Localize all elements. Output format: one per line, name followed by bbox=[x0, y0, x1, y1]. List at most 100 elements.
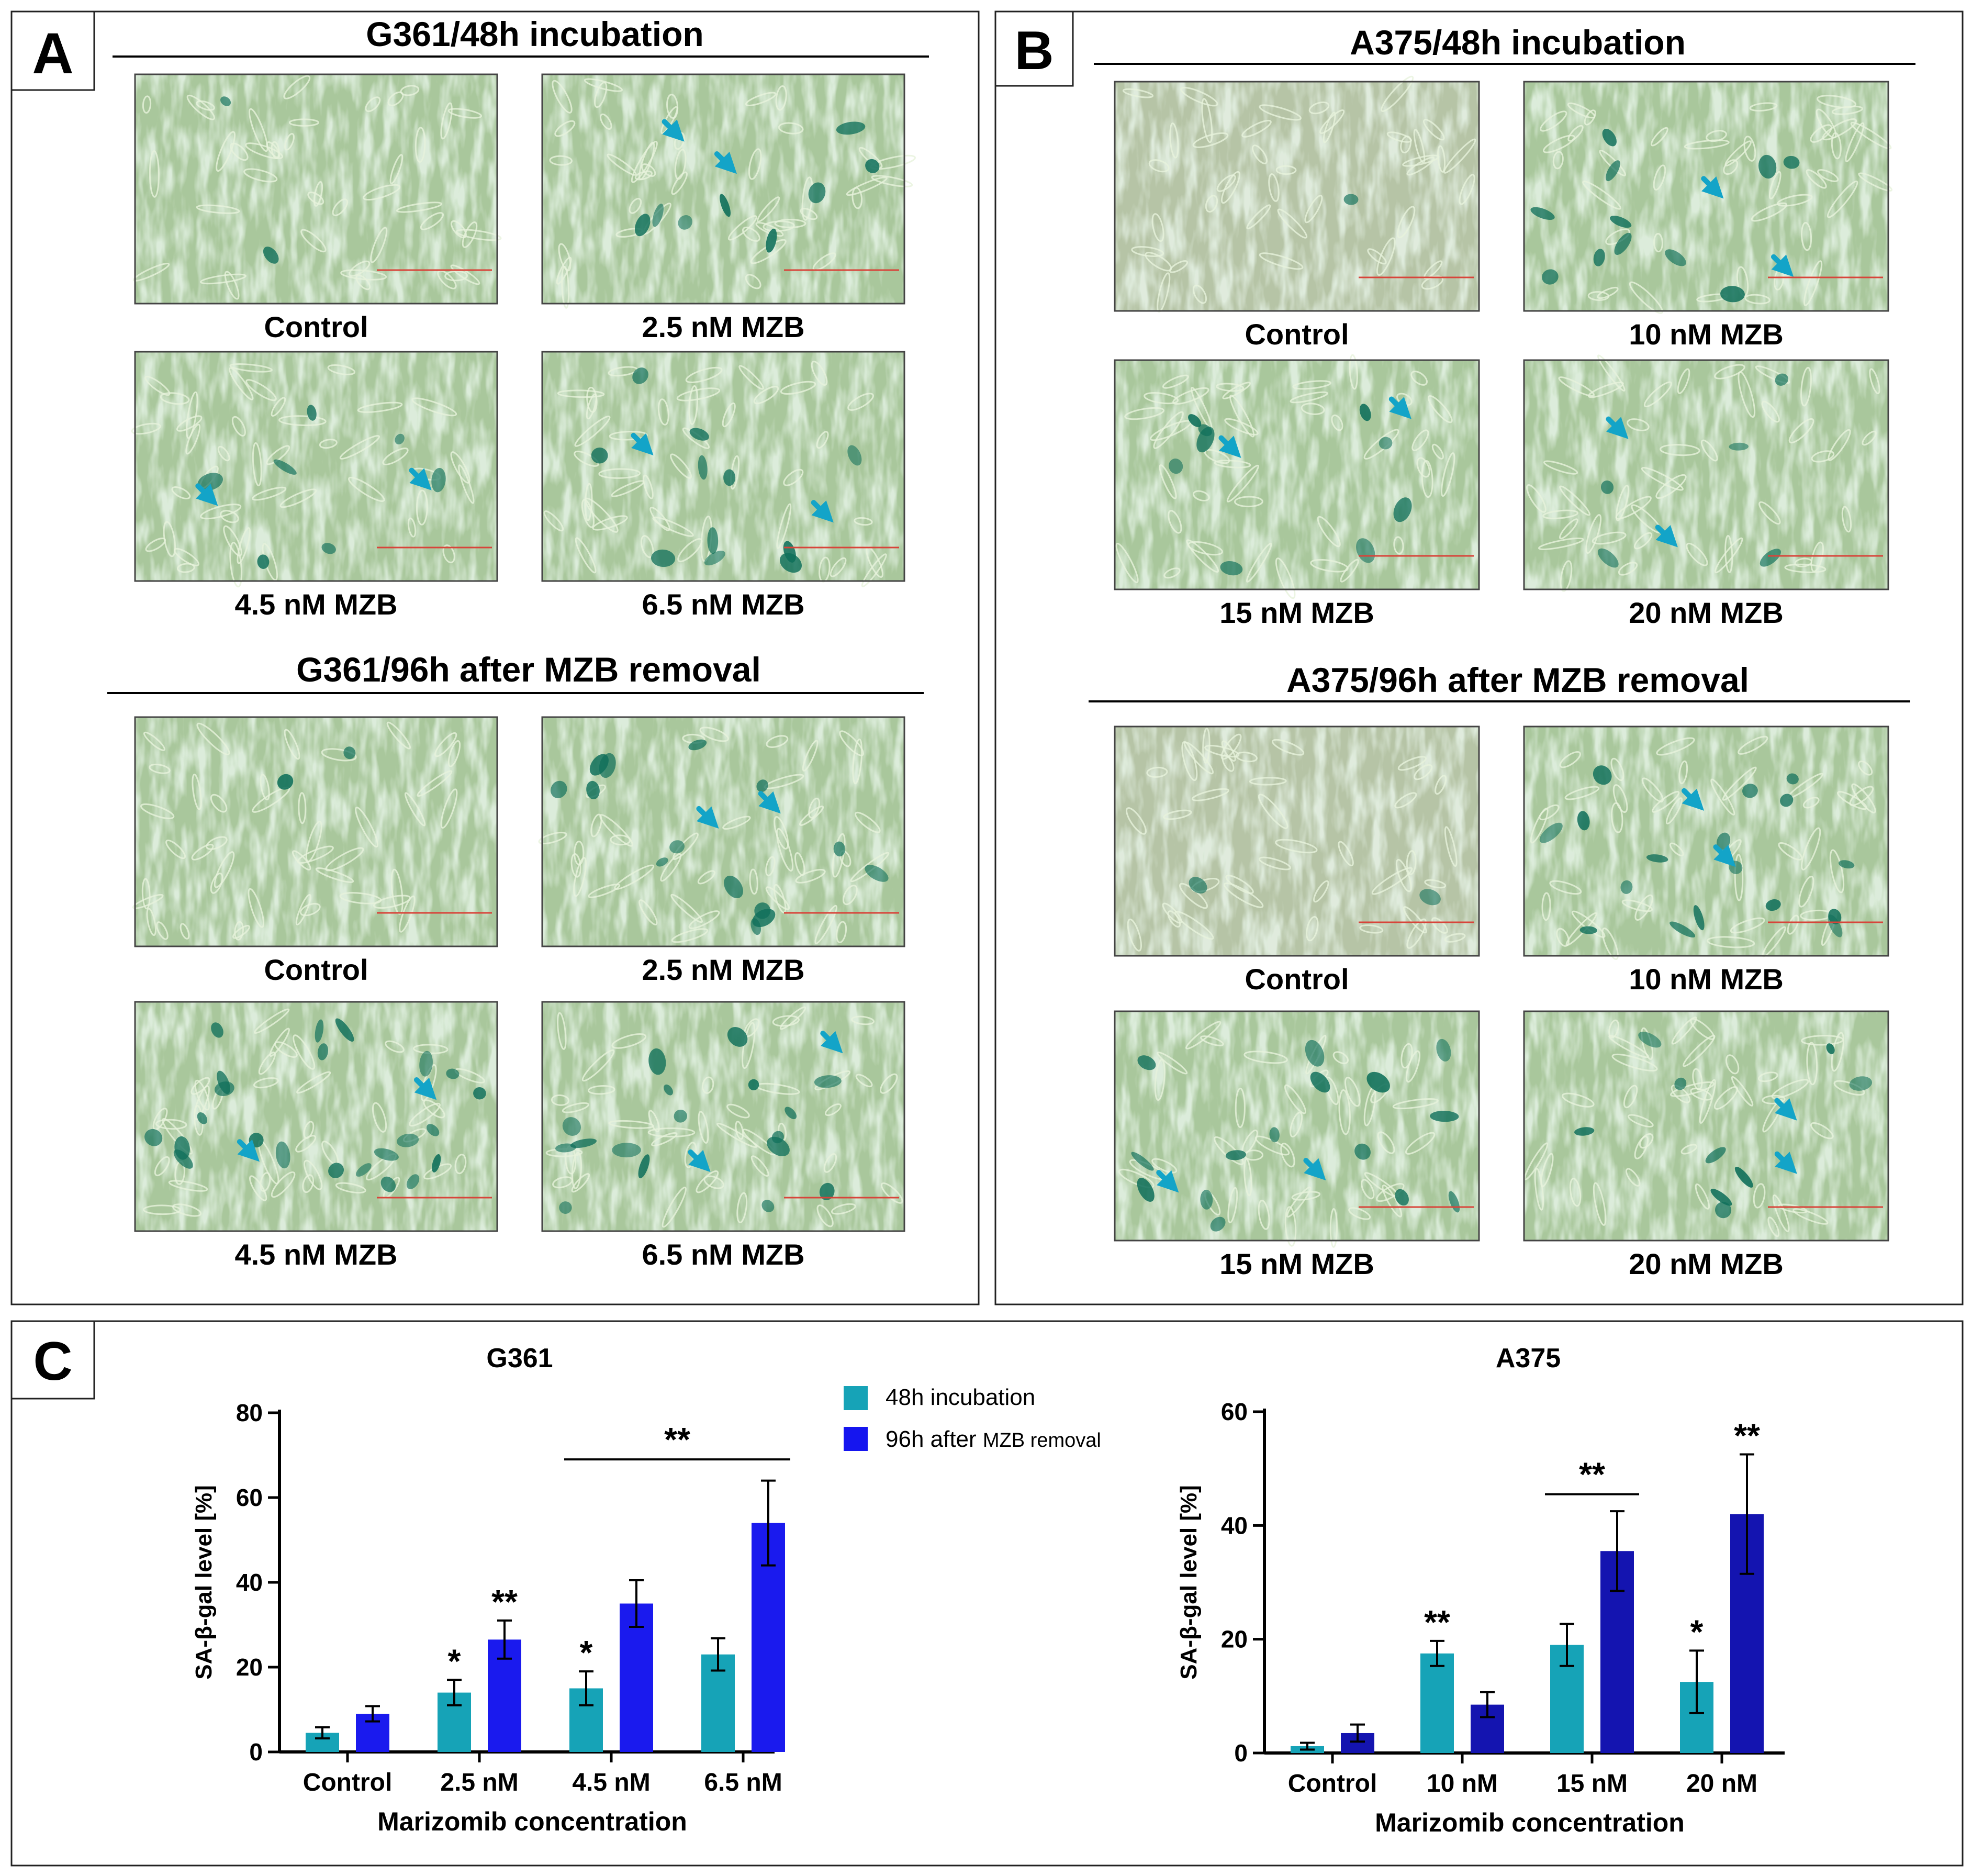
cell-outline bbox=[649, 507, 670, 531]
cell-outline bbox=[1700, 439, 1718, 462]
cell-outline bbox=[1801, 221, 1812, 251]
stained-cell bbox=[1189, 877, 1207, 894]
cell-outline bbox=[757, 196, 780, 222]
micrograph-b-2-3: 15 nM MZB bbox=[1114, 1010, 1480, 1280]
cell-outline bbox=[808, 797, 821, 819]
stained-cell bbox=[257, 554, 270, 569]
stained-cell bbox=[1715, 1202, 1732, 1219]
cell-outline bbox=[143, 731, 165, 751]
stained-cell bbox=[1169, 459, 1183, 474]
stained-cell bbox=[321, 543, 336, 554]
cell-outline bbox=[444, 270, 468, 282]
stained-cell bbox=[724, 876, 743, 899]
pointer-arrow-icon bbox=[696, 806, 719, 829]
cell-outline bbox=[608, 1120, 654, 1129]
stained-cell bbox=[275, 1141, 290, 1169]
stained-cell bbox=[1354, 1143, 1371, 1160]
cell-outline bbox=[1313, 880, 1329, 903]
cell-outline bbox=[1542, 509, 1578, 519]
cell-outline bbox=[1146, 766, 1168, 778]
cell-outline bbox=[1656, 737, 1695, 756]
cell-outline bbox=[1338, 1089, 1351, 1135]
cell-outline bbox=[1131, 246, 1164, 257]
pointer-arrow-icon bbox=[1388, 396, 1411, 419]
cell-outline bbox=[1393, 536, 1404, 555]
cell-outline bbox=[1234, 496, 1263, 508]
panel-b-section-2-title: A375/96h after MZB removal bbox=[1286, 661, 1749, 699]
stained-cell bbox=[1638, 1032, 1662, 1048]
cell-outline bbox=[1725, 1054, 1740, 1075]
cell-outline bbox=[417, 770, 453, 797]
cell-outline bbox=[1284, 1206, 1297, 1247]
x-axis-label: Marizomib concentration bbox=[377, 1807, 687, 1836]
cell-outline bbox=[671, 171, 688, 195]
cell-outline bbox=[1811, 450, 1835, 463]
cell-outline bbox=[1625, 1168, 1641, 1187]
micrograph-a-2-2: 2.5 nM MZB bbox=[538, 716, 905, 986]
x-tick-label: 4.5 nM bbox=[572, 1769, 650, 1796]
cell-outline bbox=[652, 516, 694, 537]
cell-outline bbox=[284, 133, 295, 151]
stained-cell bbox=[847, 445, 862, 466]
cell-outline bbox=[1162, 374, 1189, 389]
pointer-arrow-icon bbox=[758, 791, 781, 814]
stained-cell bbox=[1593, 249, 1605, 266]
cell-outline bbox=[1787, 914, 1799, 935]
cell-outline bbox=[1731, 1076, 1754, 1107]
cell-outline bbox=[588, 884, 621, 898]
stained-cell bbox=[1188, 414, 1202, 427]
cell-outline bbox=[799, 806, 824, 826]
cell-outline bbox=[783, 468, 804, 486]
stained-cell bbox=[1436, 1038, 1451, 1062]
cell-outline bbox=[248, 888, 265, 928]
cell-outline bbox=[335, 1182, 366, 1194]
cell-outline bbox=[727, 215, 757, 241]
cell-outline bbox=[1246, 204, 1271, 230]
cell-outline bbox=[1771, 1079, 1809, 1099]
cell-outline bbox=[1200, 1035, 1224, 1046]
cell-outline bbox=[339, 435, 380, 460]
cell-outline bbox=[1224, 418, 1259, 436]
cell-outline bbox=[552, 1176, 573, 1189]
stained-cell bbox=[785, 1107, 797, 1120]
cell-outline bbox=[861, 553, 887, 587]
cell-outline bbox=[365, 96, 381, 113]
cell-outline bbox=[1192, 490, 1210, 502]
cell-outline bbox=[1806, 1042, 1818, 1086]
stained-cell bbox=[1137, 1055, 1156, 1070]
stained-cell bbox=[380, 1176, 396, 1192]
cell-outline bbox=[216, 131, 236, 172]
stained-cell bbox=[1606, 160, 1620, 182]
pointer-arrow-icon bbox=[1713, 844, 1736, 867]
pointer-arrow-icon bbox=[1655, 524, 1678, 548]
cell-outline bbox=[677, 538, 703, 563]
cell-outline bbox=[629, 197, 642, 214]
cell-outline bbox=[144, 375, 171, 396]
cell-outline bbox=[141, 878, 151, 910]
stained-cell bbox=[1379, 437, 1393, 450]
cell-outline bbox=[1567, 125, 1584, 142]
cell-outline bbox=[140, 803, 175, 820]
cell-outline bbox=[450, 220, 467, 239]
cell-outline bbox=[293, 1034, 316, 1070]
cell-outline bbox=[434, 732, 457, 757]
cell-outline bbox=[1699, 1079, 1716, 1124]
pointer-arrow-icon bbox=[811, 500, 834, 523]
cell-outline bbox=[556, 1012, 567, 1050]
cell-outline bbox=[670, 894, 703, 923]
cell-outline bbox=[143, 1204, 182, 1215]
cell-outline bbox=[1806, 169, 1827, 189]
cell-outline bbox=[1753, 1183, 1766, 1209]
stained-cell bbox=[427, 1124, 440, 1136]
cell-outline bbox=[1259, 252, 1304, 270]
x-tick-label: Control bbox=[1288, 1770, 1377, 1797]
cell-outline bbox=[852, 738, 863, 785]
cell-outline bbox=[1413, 764, 1433, 780]
cell-outline bbox=[1127, 918, 1142, 952]
cell-outline bbox=[1669, 842, 1684, 857]
cell-outline bbox=[407, 517, 417, 538]
pointer-arrow-icon bbox=[688, 1149, 711, 1172]
cell-outline bbox=[1817, 169, 1839, 182]
x-axis-label: Marizomib concentration bbox=[1375, 1808, 1685, 1837]
cell-outline bbox=[414, 127, 426, 163]
